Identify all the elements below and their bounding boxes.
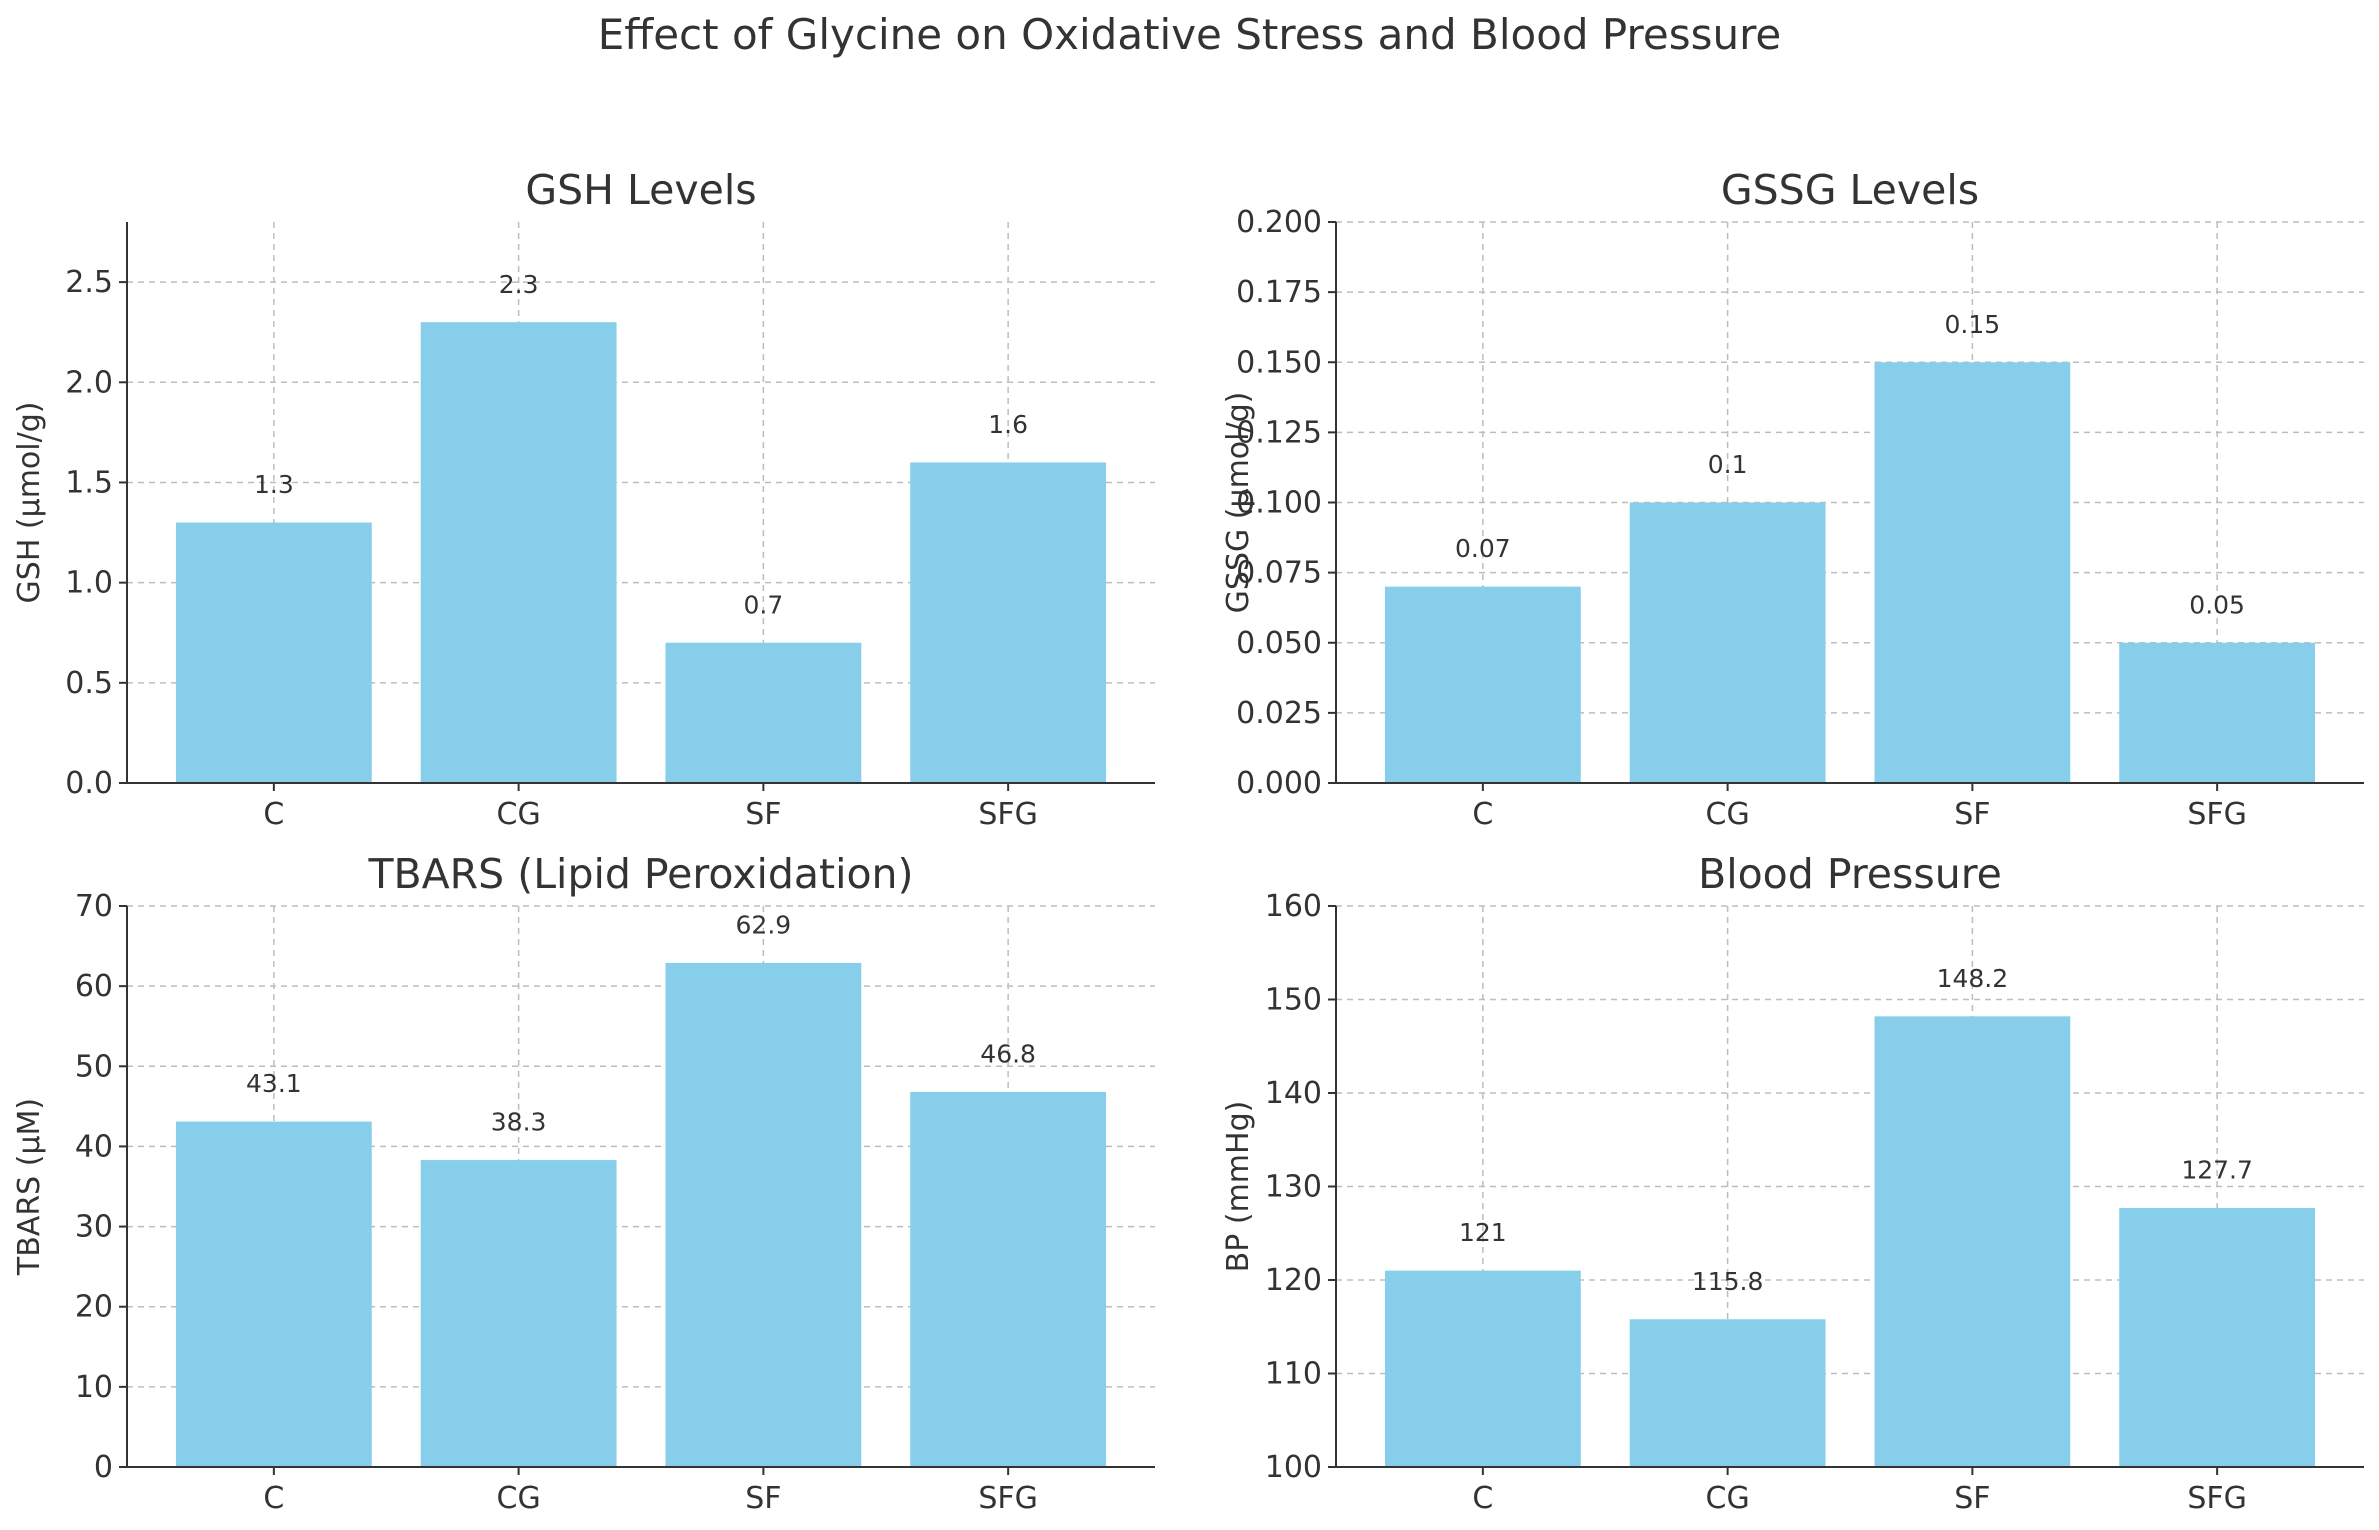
bar-cg xyxy=(420,1160,617,1467)
data-label: 46.8 xyxy=(980,1040,1036,1069)
figure-title: Effect of Glycine on Oxidative Stress an… xyxy=(597,10,1782,59)
y-tick-label: 100 xyxy=(1265,1450,1322,1485)
subplot-3: 43.1 38.3 62.9 46.8 0 10 20 30 40 50 60 70 C CG SF SFG T… xyxy=(12,850,1155,1516)
x-tick-label: SFG xyxy=(2187,797,2247,832)
bar-sfg xyxy=(2119,642,2316,783)
x-tick-label: CG xyxy=(497,797,541,832)
y-tick-label: 40 xyxy=(75,1129,113,1164)
y-tick-label: 0.5 xyxy=(65,666,113,701)
subplot-2: 0.07 0.1 0.15 0.05 0.000 0.025 0.050 0.075 0.100… xyxy=(1221,166,2364,832)
y-tick-label: 0.150 xyxy=(1236,345,1322,380)
y-tick-label: 0.000 xyxy=(1236,766,1322,801)
data-label: 127.7 xyxy=(2181,1156,2253,1185)
x-tick-label: SF xyxy=(1954,797,1990,832)
y-tick-label: 1.5 xyxy=(65,465,113,500)
y-tick-label: 60 xyxy=(75,969,113,1004)
data-label: 0.07 xyxy=(1455,534,1511,563)
bar-sf xyxy=(1874,1016,2071,1467)
y-axis-label: GSH (µmol/g) xyxy=(12,402,47,604)
x-tick-label: C xyxy=(263,1481,284,1516)
bar-sfg xyxy=(910,1091,1107,1467)
y-tick-label: 0.050 xyxy=(1236,626,1322,661)
x-tick-label: SFG xyxy=(978,1481,1038,1516)
bar-c xyxy=(175,1121,372,1467)
bar-sfg xyxy=(910,462,1107,783)
bar-sf xyxy=(665,642,862,783)
y-tick-label: 150 xyxy=(1265,983,1322,1018)
data-label: 1.3 xyxy=(254,470,294,499)
data-label: 0.7 xyxy=(743,590,783,619)
y-tick-label: 110 xyxy=(1265,1357,1322,1392)
data-label: 115.8 xyxy=(1692,1267,1764,1296)
data-label: 38.3 xyxy=(491,1108,547,1137)
x-tick-label: C xyxy=(1472,1481,1493,1516)
x-tick-label: CG xyxy=(1706,797,1750,832)
x-tick-label: SFG xyxy=(978,797,1038,832)
x-tick-label: CG xyxy=(497,1481,541,1516)
bar-c xyxy=(1384,1270,1581,1467)
y-tick-label: 70 xyxy=(75,889,113,924)
bar-c xyxy=(175,522,372,783)
y-axis-label: BP (mmHg) xyxy=(1221,1101,1256,1273)
bar-cg xyxy=(420,322,617,783)
subplot-title: GSH Levels xyxy=(525,166,756,214)
y-tick-label: 0.125 xyxy=(1236,415,1322,450)
y-tick-label: 0.025 xyxy=(1236,696,1322,731)
data-label: 0.15 xyxy=(1945,310,2001,339)
subplot-title: Blood Pressure xyxy=(1698,850,2002,898)
x-tick-label: SF xyxy=(745,797,781,832)
bar-sfg xyxy=(2119,1208,2316,1467)
bar-cg xyxy=(1629,502,1826,783)
y-tick-label: 10 xyxy=(75,1370,113,1405)
x-tick-label: SF xyxy=(1954,1481,1990,1516)
subplot-title: TBARS (Lipid Peroxidation) xyxy=(367,850,913,898)
x-tick-label: SF xyxy=(745,1481,781,1516)
bar-cg xyxy=(1629,1319,1826,1467)
y-tick-label: 0.200 xyxy=(1236,205,1322,240)
y-tick-label: 120 xyxy=(1265,1263,1322,1298)
y-tick-label: 50 xyxy=(75,1049,113,1084)
bar-sf xyxy=(1874,362,2071,783)
y-tick-label: 160 xyxy=(1265,889,1322,924)
data-label: 121 xyxy=(1459,1218,1507,1247)
y-tick-label: 2.0 xyxy=(65,365,113,400)
x-tick-label: CG xyxy=(1706,1481,1750,1516)
data-label: 0.05 xyxy=(2189,590,2245,619)
x-tick-label: C xyxy=(1472,797,1493,832)
bar-sf xyxy=(665,962,862,1467)
y-tick-label: 0.075 xyxy=(1236,556,1322,591)
data-label: 2.3 xyxy=(499,270,539,299)
x-tick-label: C xyxy=(263,797,284,832)
y-tick-label: 30 xyxy=(75,1210,113,1245)
y-tick-label: 0 xyxy=(94,1450,113,1485)
data-label: 148.2 xyxy=(1937,964,2009,993)
y-axis-label: TBARS (µM) xyxy=(12,1098,47,1276)
y-tick-label: 0.100 xyxy=(1236,486,1322,521)
subplot-1: 1.3 2.3 0.7 1.6 0.0 0.5 1.0 1.5 2.0 2.5 C CG SF SFG GS… xyxy=(12,166,1155,832)
data-label: 1.6 xyxy=(988,410,1028,439)
subplot-4: 121 115.8 148.2 127.7 100 110 120 130 140 150 160 C… xyxy=(1221,850,2364,1516)
y-tick-label: 2.5 xyxy=(65,265,113,300)
bar-c xyxy=(1384,586,1581,783)
subplot-title: GSSG Levels xyxy=(1721,166,1979,214)
data-label: 0.1 xyxy=(1708,450,1748,479)
y-axis-label: GSSG (µmol/g) xyxy=(1221,392,1256,614)
x-tick-label: SFG xyxy=(2187,1481,2247,1516)
y-tick-label: 140 xyxy=(1265,1076,1322,1111)
y-tick-label: 20 xyxy=(75,1290,113,1325)
y-tick-label: 0.175 xyxy=(1236,275,1322,310)
data-label: 62.9 xyxy=(736,910,792,939)
data-label: 43.1 xyxy=(246,1069,302,1098)
y-tick-label: 0.0 xyxy=(65,766,113,801)
y-tick-label: 1.0 xyxy=(65,566,113,601)
y-tick-label: 130 xyxy=(1265,1170,1322,1205)
